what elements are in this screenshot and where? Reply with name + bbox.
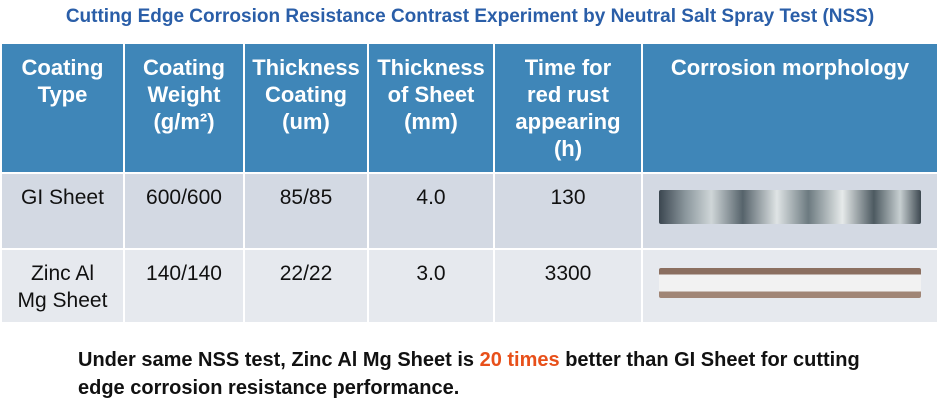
table-cell: 3.0	[368, 248, 495, 322]
note-highlight: 20 times	[479, 349, 560, 371]
header-cell: Coating Weight (g/m²)	[124, 44, 245, 173]
table-cell: 22/22	[244, 248, 369, 322]
header-cell: Corrosion morphology	[642, 44, 939, 173]
header-text: (um)	[282, 109, 330, 134]
table-row: GI Sheet 600/600 85/85 4.0 130	[2, 172, 939, 249]
table: Coating Type Coating Weight (g/m²) Thickness C…	[2, 44, 939, 322]
image-cell	[642, 248, 939, 322]
header-cell: Time for red rust appearing (h)	[494, 44, 643, 173]
table-cell: 130	[494, 172, 643, 249]
header-text: Coating	[265, 82, 347, 107]
header-text: red rust	[527, 82, 609, 107]
corrosion-image	[659, 268, 921, 298]
table-body: GI Sheet 600/600 85/85 4.0 130 Zinc Al Mg She…	[2, 172, 939, 322]
corrosion-image	[659, 190, 921, 224]
header-cell: Thickness Coating (um)	[244, 44, 369, 173]
header-cell: Thickness of Sheet (mm)	[368, 44, 495, 173]
header-row: Coating Type Coating Weight (g/m²) Thickness C…	[2, 44, 939, 173]
note-text: Under same NSS test, Zinc Al Mg Sheet is	[78, 349, 480, 371]
table-cell: 85/85	[244, 172, 369, 249]
header-text: of Sheet	[387, 82, 475, 107]
header-text: (mm)	[404, 109, 458, 134]
table-cell: 3300	[494, 248, 643, 322]
table-cell: Zinc Al Mg Sheet	[2, 248, 125, 322]
note: Under same NSS test, Zinc Al Mg Sheet is…	[78, 346, 868, 402]
table-cell: 600/600	[124, 172, 245, 249]
table-cell: 4.0	[368, 172, 495, 249]
header-text: Coating	[143, 55, 225, 80]
table-row: Zinc Al Mg Sheet 140/140 22/22 3.0 3300	[2, 248, 939, 322]
header-text: Type	[37, 82, 88, 107]
table-cell: GI Sheet	[2, 172, 125, 249]
header-text: Weight	[147, 82, 221, 107]
header-cell: Coating Type	[2, 44, 125, 173]
header-text: Thickness	[252, 55, 360, 80]
header-text: appearing	[515, 109, 621, 134]
header-text: Thickness	[377, 55, 485, 80]
header-text: (h)	[553, 136, 583, 161]
header-text: (g/m²)	[153, 109, 215, 134]
header-text: Time for	[524, 55, 612, 80]
header-text: Corrosion morphology	[670, 55, 910, 80]
table-cell: 140/140	[124, 248, 245, 322]
image-cell	[642, 172, 939, 249]
note-text: better than GI Sheet for cutting edge co…	[78, 349, 860, 399]
title: Cutting Edge Corrosion Resistance Contra…	[65, 6, 875, 27]
header-text: Coating	[21, 55, 104, 80]
